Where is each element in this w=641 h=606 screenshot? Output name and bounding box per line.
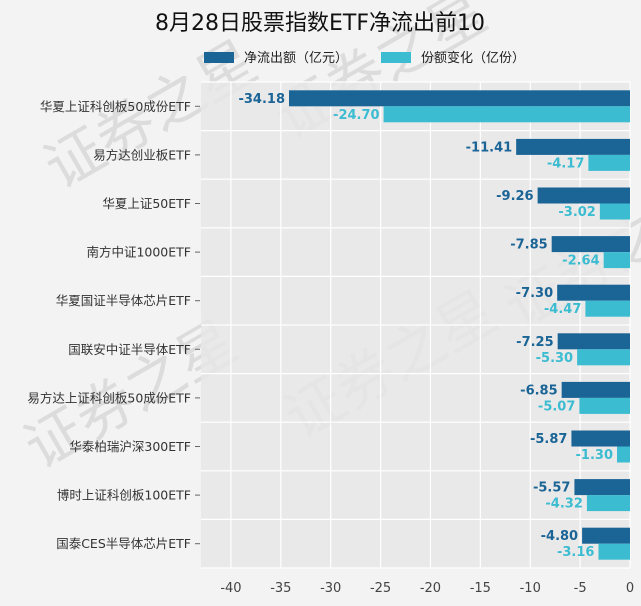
x-tick-label: -30	[320, 581, 341, 596]
share-change-value-label: -3.02	[558, 205, 595, 220]
net-outflow-value-label: -5.57	[533, 481, 570, 496]
share-change-bar	[598, 543, 630, 560]
net-outflow-value-label: -11.41	[466, 140, 513, 155]
x-tick-labels: -40 -35 -30 -25 -20 -15 -10 -5 0	[220, 581, 634, 596]
category-label: 华夏国证半导体芯片ETF	[56, 293, 191, 308]
category-label: 易方达上证科创板50成份ETF	[27, 390, 191, 405]
share-change-bar	[603, 252, 630, 269]
share-change-bar	[577, 349, 630, 366]
share-change-bar	[585, 300, 630, 317]
share-change-value-label: -4.17	[547, 156, 584, 171]
x-tick-label: -15	[470, 581, 491, 596]
net-outflow-value-label: -7.30	[516, 286, 553, 301]
legend: 净流出额（亿元） 份额变化（亿份）	[204, 50, 525, 66]
x-tick-label: -5	[574, 581, 587, 596]
category-label: 华泰柏瑞沪深300ETF	[69, 439, 191, 454]
category-labels: 华夏上证科创板50成份ETF 易方达创业板ETF 华夏上证50ETF 南方中证1000…	[27, 99, 200, 551]
category-label: 国泰CES半导体芯片ETF	[56, 536, 191, 551]
chart-title: 8月28日股票指数ETF净流出前10	[155, 11, 485, 36]
net-outflow-value-label: -5.87	[530, 432, 567, 447]
x-tick-label: -35	[270, 581, 291, 596]
x-tick-label: -10	[520, 581, 541, 596]
net-outflow-bar	[537, 187, 630, 204]
share-change-value-label: -5.30	[536, 351, 573, 366]
net-outflow-bar	[561, 381, 630, 398]
x-tick-label: -25	[370, 581, 391, 596]
share-change-bar	[588, 154, 630, 171]
legend-swatch	[204, 52, 234, 63]
x-tick-label: 0	[626, 581, 634, 596]
category-label: 博时上证科创板100ETF	[57, 488, 191, 503]
net-outflow-bar	[557, 333, 630, 350]
legend-label: 净流出额（亿元）	[244, 51, 348, 66]
share-change-value-label: -5.07	[538, 399, 575, 414]
net-outflow-value-label: -7.85	[510, 238, 547, 253]
share-change-value-label: -1.30	[576, 448, 613, 463]
net-outflow-value-label: -9.26	[496, 189, 533, 204]
legend-label: 份额变化（亿份）	[421, 50, 525, 66]
legend-swatch	[381, 52, 411, 63]
x-tick-label: -40	[220, 581, 241, 596]
net-outflow-value-label: -34.18	[238, 92, 285, 107]
share-change-bar	[617, 446, 630, 463]
bars: -34.18 -24.70 -11.41 -4.17 -9.26 -3.02 -7.85 -2…	[238, 90, 630, 560]
net-outflow-bar	[516, 138, 630, 155]
category-label: 华夏上证科创板50成份ETF	[40, 99, 191, 114]
net-outflow-value-label: -7.25	[516, 335, 553, 350]
share-change-bar	[586, 495, 630, 512]
share-change-value-label: -4.47	[544, 302, 581, 317]
share-change-bar	[383, 106, 630, 123]
share-change-value-label: -2.64	[562, 254, 599, 269]
category-label: 易方达创业板ETF	[93, 147, 191, 162]
share-change-bar	[579, 397, 630, 414]
net-outflow-bar	[288, 90, 630, 107]
category-label: 南方中证1000ETF	[86, 245, 191, 260]
net-outflow-bar	[574, 479, 630, 496]
x-tick-label: -20	[420, 581, 441, 596]
share-change-value-label: -3.16	[557, 545, 594, 560]
share-change-value-label: -4.32	[545, 497, 582, 512]
net-outflow-value-label: -6.85	[520, 383, 557, 398]
category-label: 国联安中证半导体ETF	[68, 342, 191, 357]
net-outflow-bar	[557, 284, 630, 301]
net-outflow-value-label: -4.80	[541, 529, 578, 544]
share-change-value-label: -24.70	[333, 108, 380, 123]
share-change-bar	[599, 203, 630, 220]
net-outflow-bar	[571, 430, 630, 447]
net-outflow-bar	[582, 527, 630, 544]
category-label: 华夏上证50ETF	[102, 196, 191, 211]
net-outflow-bar	[551, 236, 630, 253]
